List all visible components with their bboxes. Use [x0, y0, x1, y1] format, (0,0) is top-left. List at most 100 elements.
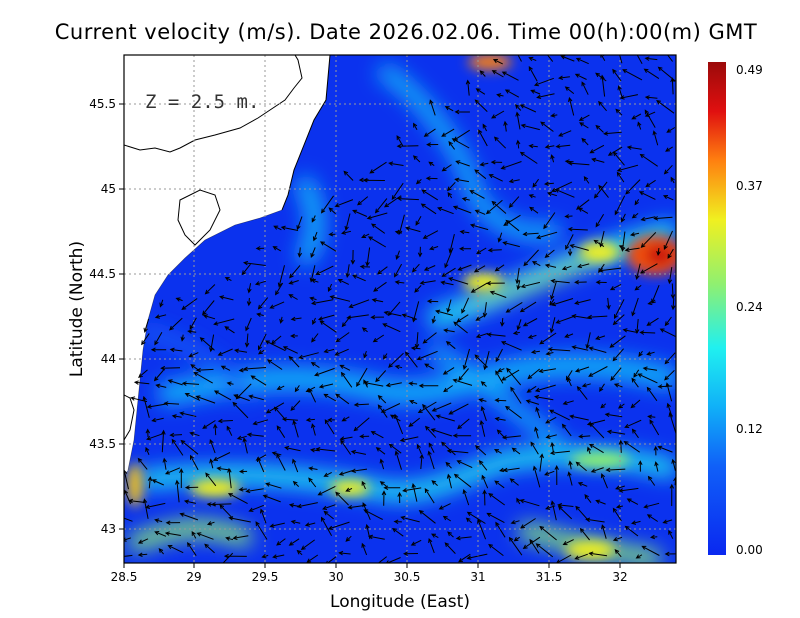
velocity-arrow: [455, 535, 472, 541]
velocity-arrow: [625, 179, 641, 195]
velocity-arrow: [613, 383, 623, 388]
velocity-arrow: [300, 539, 315, 550]
velocity-arrow: [535, 543, 554, 558]
velocity-arrow: [164, 531, 181, 536]
velocity-arrow: [480, 381, 487, 387]
velocity-arrow: [363, 381, 384, 387]
velocity-arrow: [475, 314, 485, 321]
velocity-arrow: [327, 283, 333, 292]
velocity-arrow: [604, 412, 623, 418]
velocity-arrow: [671, 458, 676, 471]
velocity-arrow: [204, 284, 216, 295]
velocity-arrow: [205, 472, 217, 487]
velocity-arrow: [609, 335, 626, 348]
velocity-arrow: [560, 55, 575, 62]
velocity-arrow: [329, 295, 351, 302]
velocity-arrow: [325, 556, 337, 563]
velocity-arrow: [581, 137, 589, 146]
velocity-arrow: [591, 157, 605, 163]
velocity-arrow: [266, 359, 283, 370]
velocity-arrow: [290, 316, 302, 322]
velocity-arrow: [339, 364, 351, 371]
velocity-arrow: [495, 348, 503, 363]
velocity-arrow: [304, 522, 316, 527]
velocity-arrow: [562, 539, 574, 546]
velocity-arrow: [441, 128, 455, 137]
velocity-arrow: [375, 370, 387, 383]
velocity-arrow: [574, 73, 587, 80]
velocity-arrow: [202, 314, 216, 320]
velocity-arrow: [631, 297, 639, 317]
velocity-arrow: [383, 310, 402, 317]
velocity-arrow: [232, 401, 249, 419]
velocity-arrow: [277, 265, 285, 288]
velocity-arrow: [226, 381, 234, 386]
velocity-arrow: [411, 483, 418, 502]
velocity-arrow: [612, 507, 622, 522]
velocity-arrow: [574, 366, 590, 373]
velocity-arrow: [350, 449, 367, 455]
velocity-arrow: [341, 230, 352, 235]
velocity-arrow: [503, 120, 508, 132]
velocity-arrow: [588, 346, 607, 353]
velocity-arrow: [423, 265, 436, 271]
velocity-arrow: [227, 467, 232, 489]
velocity-arrow: [530, 349, 540, 355]
velocity-arrow: [415, 216, 422, 226]
velocity-arrow: [456, 460, 473, 469]
velocity-arrow: [250, 375, 267, 386]
velocity-arrow: [352, 209, 368, 217]
velocity-arrow: [528, 66, 538, 82]
velocity-arrow: [426, 142, 439, 147]
velocity-arrow: [437, 206, 454, 215]
velocity-arrow: [492, 59, 503, 65]
velocity-arrow: [516, 319, 522, 331]
y-tick-label: 44.5: [89, 267, 116, 281]
velocity-arrow: [640, 232, 657, 248]
velocity-arrow: [530, 441, 539, 455]
velocity-arrow: [209, 458, 214, 469]
colorbar-tick-label: 0.12: [736, 422, 763, 436]
colorbar-ticks: 0.49 0.37 0.24 0.12 0.00: [736, 63, 763, 557]
velocity-arrow: [314, 367, 335, 377]
x-tick-label: 31: [470, 570, 485, 584]
velocity-arrow: [465, 517, 473, 524]
velocity-arrow: [281, 417, 298, 422]
velocity-arrow: [320, 516, 333, 536]
velocity-arrow: [568, 460, 573, 470]
velocity-arrow: [124, 554, 133, 557]
velocity-arrow: [273, 225, 282, 231]
velocity-arrow: [255, 521, 268, 540]
velocity-arrow: [634, 284, 642, 291]
velocity-arrow: [668, 529, 674, 539]
velocity-arrow: [269, 301, 285, 309]
velocity-arrow: [502, 241, 520, 248]
velocity-arrow: [338, 550, 351, 556]
velocity-arrow: [335, 393, 350, 405]
velocity-arrow: [308, 387, 317, 403]
velocity-arrow: [323, 510, 334, 520]
velocity-arrow: [310, 278, 319, 284]
velocity-arrow: [589, 422, 605, 439]
velocity-arrow: [544, 181, 554, 186]
velocity-arrow: [403, 551, 419, 556]
velocity-arrow: [643, 502, 660, 509]
velocity-arrow: [128, 498, 146, 504]
velocity-arrow: [630, 399, 641, 409]
velocity-arrow: [605, 467, 626, 473]
velocity-arrow: [614, 299, 625, 320]
velocity-arrow: [497, 232, 503, 243]
velocity-arrow: [396, 143, 419, 149]
velocity-arrow: [500, 318, 505, 327]
velocity-arrow: [637, 121, 642, 130]
velocity-arrow: [418, 383, 439, 388]
velocity-arrow: [324, 419, 335, 435]
velocity-arrow: [590, 467, 604, 473]
velocity-arrow: [446, 473, 452, 489]
velocity-arrow: [579, 527, 590, 541]
velocity-arrow: [448, 403, 469, 415]
velocity-arrow: [383, 195, 402, 208]
velocity-arrow: [369, 161, 387, 174]
velocity-arrow: [345, 264, 350, 278]
velocity-arrow: [367, 534, 385, 540]
